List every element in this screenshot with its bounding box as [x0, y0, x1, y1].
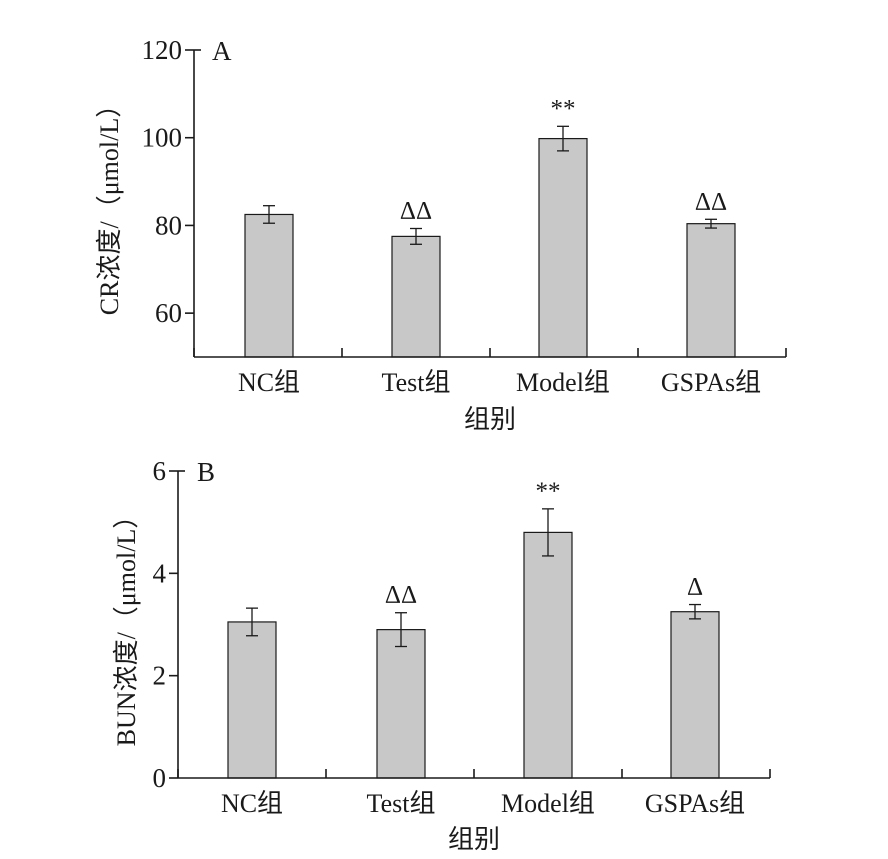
- x-tick-label: NC组: [221, 789, 283, 818]
- y-tick-label: 60: [155, 298, 182, 328]
- error-bar: [263, 205, 275, 224]
- error-bar: [542, 508, 554, 557]
- bar: [538, 137, 588, 358]
- y-axis-title: CR浓度/（μmol/L）: [95, 92, 124, 315]
- x-tick-label: Model组: [501, 789, 595, 818]
- y-tick-label: 0: [153, 763, 167, 793]
- y-tick-label: 2: [153, 661, 167, 691]
- bar: [391, 235, 441, 358]
- bar: [686, 223, 736, 358]
- significance-mark: ΔΔ: [695, 188, 727, 215]
- significance-mark: **: [551, 95, 576, 122]
- panel-label: A: [212, 36, 232, 66]
- x-axis-title: 组别: [464, 405, 516, 434]
- y-tick-label: 80: [155, 210, 182, 240]
- y-axis-title: BUN浓度/（μmol/L）: [112, 503, 141, 747]
- y-tick-label: 6: [153, 456, 167, 486]
- error-bar: [246, 607, 258, 637]
- x-tick-label: Test组: [367, 789, 436, 818]
- x-tick-label: Test组: [382, 368, 451, 397]
- significance-mark: ΔΔ: [385, 582, 417, 609]
- error-bar: [410, 227, 422, 245]
- error-bar: [705, 218, 717, 229]
- bar: [227, 621, 277, 779]
- y-tick-label: 4: [153, 558, 167, 588]
- y-tick-label: 120: [142, 35, 183, 65]
- bar: [670, 611, 720, 779]
- error-bar: [395, 612, 407, 648]
- x-tick-label: Model组: [516, 368, 610, 397]
- error-bar: [557, 125, 569, 152]
- x-tick-label: NC组: [238, 368, 300, 397]
- panel-label: B: [197, 457, 215, 487]
- x-tick-label: GSPAs组: [661, 368, 761, 397]
- bar: [523, 531, 573, 779]
- bar: [244, 213, 294, 358]
- x-tick-label: GSPAs组: [645, 789, 745, 818]
- y-tick-label: 100: [142, 123, 183, 153]
- error-bar: [689, 603, 701, 620]
- x-axis-title: 组别: [448, 825, 500, 854]
- significance-mark: ΔΔ: [400, 197, 432, 224]
- significance-mark: **: [536, 478, 561, 505]
- bar: [376, 629, 426, 779]
- significance-mark: Δ: [687, 574, 703, 601]
